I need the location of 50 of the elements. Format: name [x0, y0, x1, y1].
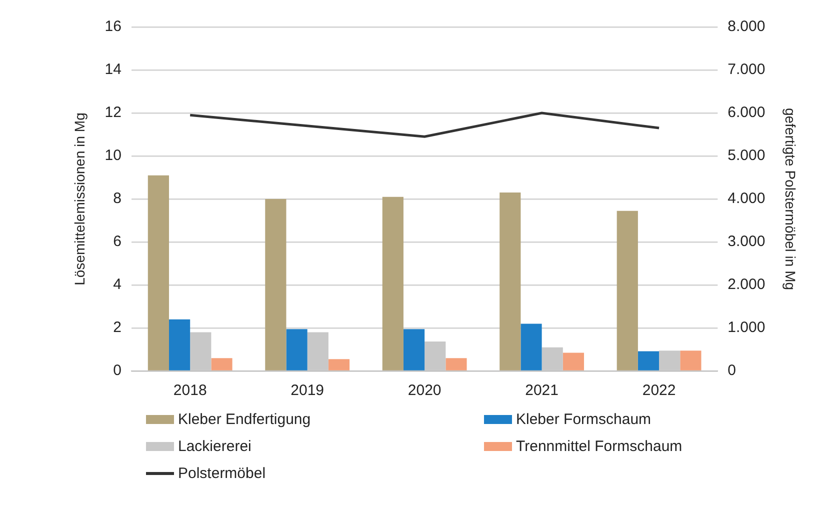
bar: [211, 358, 232, 370]
bar: [542, 347, 563, 370]
y-tick-label: 6: [113, 233, 122, 250]
legend-label: Polstermöbel: [178, 465, 266, 482]
bar: [446, 358, 467, 370]
y-axis-title: Lösemittelemissionen in Mg: [71, 112, 88, 286]
y-tick-label: 8: [113, 190, 122, 208]
y2-tick-label: 6.000: [728, 104, 766, 122]
y-tick-label: 0: [113, 362, 122, 380]
legend-label: Lackiererei: [178, 438, 252, 455]
x-tick-label: 2020: [408, 382, 442, 400]
legend-label: Trennmittel Formschaum: [516, 438, 682, 455]
x-tick-label: 2022: [642, 382, 676, 400]
bar: [424, 342, 446, 370]
legend-label: Kleber Endfertigung: [178, 411, 311, 428]
y2-tick-label: 3.000: [728, 233, 766, 250]
y2-tick-label: 4.000: [728, 190, 766, 208]
bar: [403, 329, 425, 370]
y2-tick-label: 1.000: [728, 319, 766, 336]
y-tick-label: 16: [104, 18, 122, 36]
bar: [638, 351, 660, 370]
bar: [680, 350, 702, 370]
y2-axis-title: gefertigte Polstermöbel in Mg: [782, 108, 799, 290]
y2-tick-label: 7.000: [728, 61, 766, 78]
y-tick-label: 12: [104, 104, 122, 122]
bar: [382, 196, 404, 370]
bar: [286, 329, 308, 370]
x-tick-label: 2018: [173, 382, 207, 400]
bar: [328, 359, 350, 370]
y2-tick-label: 5.000: [728, 147, 766, 164]
x-tick-label: 2019: [290, 382, 324, 400]
bar: [265, 199, 286, 370]
bar: [190, 332, 212, 370]
bar: [616, 210, 638, 370]
bar: [562, 352, 584, 370]
legend-label: Kleber Formschaum: [516, 411, 652, 428]
y2-tick-label: 2.000: [728, 276, 766, 294]
y-tick-label: 2: [113, 319, 122, 336]
bar: [520, 324, 542, 370]
x-tick-label: 2021: [525, 382, 558, 400]
y-tick-label: 10: [104, 147, 122, 164]
y2-tick-label: 0: [728, 362, 736, 380]
bar: [659, 350, 680, 370]
bar: [169, 319, 190, 370]
y-tick-label: 14: [104, 61, 122, 78]
bar: [148, 175, 169, 370]
bar: [500, 192, 521, 370]
y-tick-label: 4: [113, 276, 122, 294]
y2-tick-label: 8.000: [728, 18, 766, 36]
bar: [307, 332, 328, 370]
